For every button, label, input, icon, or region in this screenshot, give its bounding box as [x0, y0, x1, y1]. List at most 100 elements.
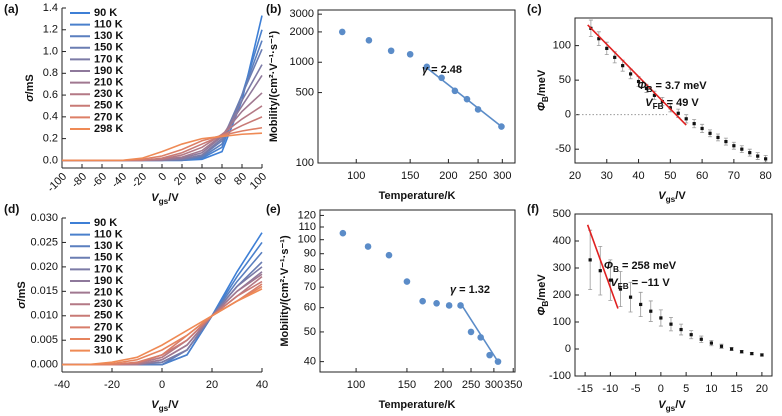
x-tick-label: -10	[602, 383, 618, 395]
curve	[62, 49, 263, 162]
x-tick-label: 200	[434, 379, 452, 391]
y-axis-label: Mobility/(cm²·V⁻¹·s⁻¹)	[268, 31, 280, 143]
legend-label: 110 K	[94, 229, 123, 241]
y-tick-label: 0.6	[43, 89, 58, 101]
y-tick-label: 500	[296, 86, 314, 98]
y-tick-label: 2000	[290, 26, 314, 38]
point	[644, 86, 649, 91]
x-tick-label: -20	[129, 171, 149, 191]
y-tick-label: 110	[298, 221, 316, 233]
text-part: /V	[168, 399, 179, 411]
y-tick-label: 100	[553, 40, 571, 52]
legend-label: 170 K	[94, 53, 123, 65]
plot-frame	[574, 17, 773, 164]
curve	[62, 40, 263, 162]
text-part: FB	[618, 282, 629, 291]
x-tick-label: -60	[89, 171, 109, 191]
point	[679, 327, 683, 332]
point	[716, 135, 720, 140]
legend-label: 290 K	[94, 333, 123, 345]
point	[338, 28, 346, 36]
point	[613, 55, 617, 59]
y-axis-label: ΦB/meV	[536, 69, 550, 111]
text-part: = 49 V	[664, 97, 700, 109]
x-tick-label: 80	[232, 171, 249, 188]
point	[649, 309, 653, 313]
x-tick-label: -20	[104, 379, 120, 391]
text-part: = −11 V	[629, 277, 671, 289]
legend-label: 130 K	[94, 30, 123, 42]
x-tick-label: -80	[69, 171, 89, 191]
y-tick-label: 300	[553, 262, 571, 274]
point	[364, 243, 372, 250]
text-part: gs	[666, 404, 676, 413]
x-tick-label: -15	[577, 383, 593, 395]
text-part: /meV	[536, 69, 548, 96]
legend-label: 298 K	[94, 123, 123, 135]
y-tick-label: 50	[559, 74, 571, 86]
text-part: gs	[666, 195, 676, 204]
y-tick-label: 1.4	[43, 2, 58, 14]
point	[764, 157, 768, 161]
x-tick-label: 0	[658, 383, 664, 395]
x-tick-label: 100	[248, 171, 269, 192]
x-tick-label: 40	[192, 171, 209, 188]
text-part: Mobility/(cm²·V⁻¹·s⁻¹)	[279, 235, 291, 347]
fit-line	[587, 24, 687, 126]
point	[608, 278, 612, 282]
x-tick-label: 10	[705, 383, 717, 395]
x-axis-label: Temperature/K	[379, 190, 456, 202]
point	[477, 334, 484, 341]
point	[652, 93, 657, 97]
panel-label: (d)	[4, 202, 19, 216]
point	[406, 50, 414, 58]
text-part: gs	[159, 404, 169, 413]
legend-label: 90 K	[94, 7, 117, 19]
point	[729, 347, 734, 351]
y-tick-label: 500	[553, 208, 571, 220]
point	[700, 126, 704, 131]
x-tick-label: 350	[504, 379, 522, 391]
point	[598, 269, 602, 273]
point	[709, 341, 713, 345]
point	[438, 74, 445, 82]
text-part: V	[645, 97, 654, 109]
y-tick-label: -50	[555, 143, 571, 155]
point	[748, 151, 752, 155]
x-tick-label: 70	[728, 170, 740, 182]
y-tick-label: 0	[565, 343, 571, 355]
curve	[62, 126, 263, 162]
point	[639, 302, 643, 307]
x-tick-label: -5	[631, 383, 641, 395]
plot-frame	[317, 9, 516, 164]
y-axis-label: σ/mS	[24, 74, 36, 102]
x-tick-label: 0	[159, 379, 165, 391]
x-axis-label: Vgs/V	[151, 192, 179, 206]
x-tick-label: 150	[401, 170, 419, 182]
text-part: /V	[675, 190, 686, 202]
legend-label: 90 K	[94, 217, 117, 229]
point	[387, 47, 395, 55]
x-tick-label: 15	[731, 383, 743, 395]
text-part: B	[613, 265, 619, 274]
legend-label: 250 K	[94, 100, 123, 112]
annotation: γ = 1.32	[450, 284, 490, 296]
x-tick-label: 40	[256, 379, 268, 391]
text-part: σ	[24, 94, 36, 102]
point	[629, 72, 633, 76]
legend-label: 270 K	[94, 111, 123, 123]
y-axis-label: σ/mS	[16, 281, 28, 309]
y-tick-label: 90	[304, 248, 316, 260]
curve	[62, 288, 263, 366]
plot-frame	[319, 209, 516, 373]
y-tick-label: 60	[304, 302, 316, 314]
x-tick-label: 250	[469, 170, 487, 182]
point	[689, 333, 693, 337]
annotation: VFB = −11 V	[610, 277, 670, 291]
text-part: V	[151, 399, 160, 411]
x-axis-label: Vgs/V	[658, 190, 686, 204]
text-part: Mobility/(cm²·V⁻¹·s⁻¹)	[268, 31, 280, 143]
x-axis-label: Vgs/V	[151, 399, 179, 413]
point	[699, 337, 703, 341]
x-tick-label: 60	[212, 171, 229, 188]
